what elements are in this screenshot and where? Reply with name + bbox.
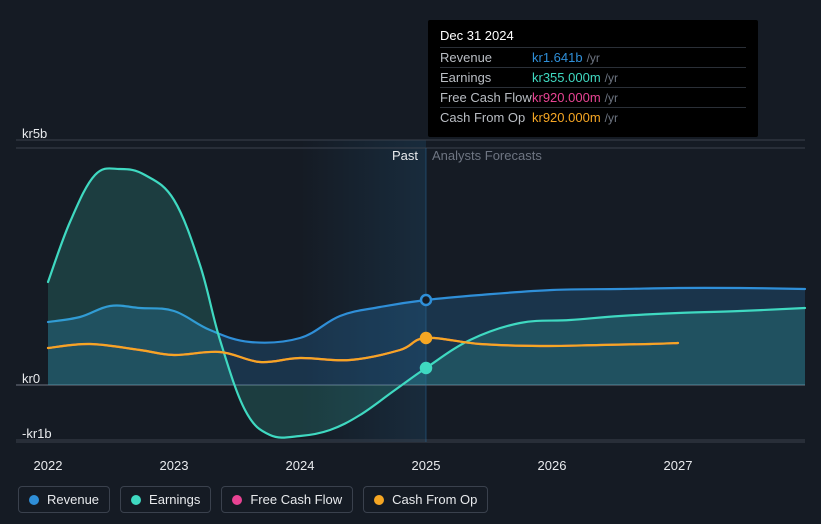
- legend-item-cfo[interactable]: Cash From Op: [363, 486, 488, 513]
- x-tick-label: 2022: [34, 458, 63, 473]
- tooltip-rows: Revenuekr1.641b/yrEarningskr355.000m/yrF…: [440, 47, 746, 127]
- section-labels: Past Analysts Forecasts: [392, 148, 542, 163]
- x-tick-label: 2025: [412, 458, 441, 473]
- tooltip-date: Dec 31 2024: [440, 28, 746, 43]
- legend-dot-icon: [232, 495, 242, 505]
- tooltip-row: Earningskr355.000m/yr: [440, 67, 746, 87]
- tooltip-row-label: Revenue: [440, 50, 532, 65]
- legend-label: Revenue: [47, 492, 99, 507]
- legend-label: Earnings: [149, 492, 200, 507]
- x-tick-label: 2027: [664, 458, 693, 473]
- tooltip-row-value: kr920.000m: [532, 110, 601, 125]
- legend-item-fcf[interactable]: Free Cash Flow: [221, 486, 353, 513]
- earnings-revenue-chart: Dec 31 2024 Revenuekr1.641b/yrEarningskr…: [0, 0, 821, 524]
- x-tick-label: 2024: [286, 458, 315, 473]
- tooltip-row-label: Free Cash Flow: [440, 90, 532, 105]
- tooltip-row-label: Cash From Op: [440, 110, 532, 125]
- x-tick-label: 2023: [160, 458, 189, 473]
- tooltip-row-value: kr920.000m: [532, 90, 601, 105]
- legend-dot-icon: [29, 495, 39, 505]
- tooltip-row-value: kr355.000m: [532, 70, 601, 85]
- chart-legend: Revenue Earnings Free Cash Flow Cash From O…: [18, 486, 488, 513]
- tooltip-row: Revenuekr1.641b/yr: [440, 47, 746, 67]
- legend-label: Free Cash Flow: [250, 492, 342, 507]
- legend-item-revenue[interactable]: Revenue: [18, 486, 110, 513]
- label-past: Past: [392, 148, 418, 163]
- tooltip-row: Free Cash Flowkr920.000m/yr: [440, 87, 746, 107]
- x-tick-label: 2026: [538, 458, 567, 473]
- tooltip-row-value: kr1.641b: [532, 50, 583, 65]
- legend-dot-icon: [374, 495, 384, 505]
- tooltip-row-unit: /yr: [605, 71, 618, 85]
- tooltip-row-unit: /yr: [605, 91, 618, 105]
- tooltip-row: Cash From Opkr920.000m/yr: [440, 107, 746, 127]
- legend-dot-icon: [131, 495, 141, 505]
- tooltip-row-unit: /yr: [605, 111, 618, 125]
- label-forecast: Analysts Forecasts: [432, 148, 542, 163]
- tooltip-row-unit: /yr: [587, 51, 600, 65]
- legend-item-earnings[interactable]: Earnings: [120, 486, 211, 513]
- y-tick-label: kr5b: [22, 126, 47, 141]
- legend-label: Cash From Op: [392, 492, 477, 507]
- y-tick-label: -kr1b: [22, 426, 52, 441]
- chart-tooltip: Dec 31 2024 Revenuekr1.641b/yrEarningskr…: [428, 20, 758, 137]
- y-tick-label: kr0: [22, 371, 40, 386]
- tooltip-row-label: Earnings: [440, 70, 532, 85]
